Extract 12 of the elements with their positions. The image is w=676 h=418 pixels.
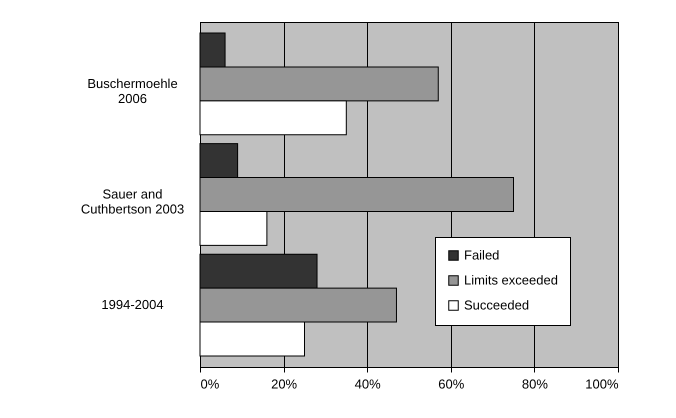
- x-tick-label: 40%: [354, 376, 382, 392]
- x-tick-label: 100%: [585, 376, 619, 392]
- y-tick-label: 1994-2004: [101, 297, 164, 312]
- y-tick-label: Buschermoehle 2006: [87, 76, 178, 106]
- x-tick-label: 80%: [522, 376, 548, 392]
- legend-label: Failed: [464, 248, 500, 262]
- legend-label: Limits exceeded: [464, 272, 558, 288]
- x-tick-label: 60%: [438, 376, 465, 392]
- y-tick-label: Sauer and Cuthbertson 2003: [80, 186, 184, 216]
- legend-label: Succeeded: [464, 298, 530, 312]
- x-tick-label: 0%: [200, 376, 220, 392]
- x-tick-label: 20%: [271, 376, 298, 392]
